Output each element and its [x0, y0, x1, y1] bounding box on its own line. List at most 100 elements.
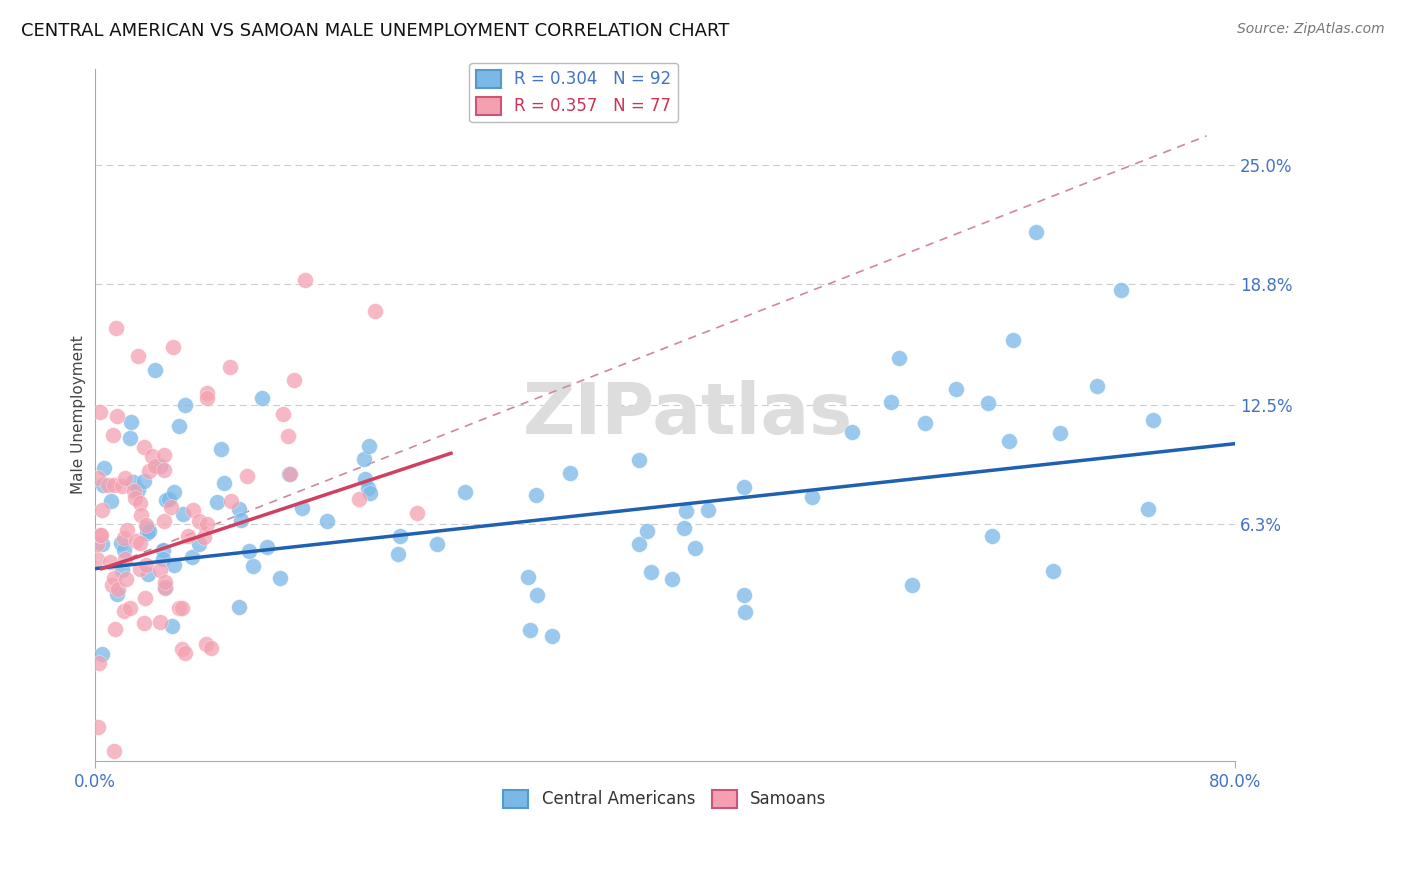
Point	[153, 448, 176, 462]
Point	[111, 563, 134, 577]
Point	[152, 543, 174, 558]
Point	[149, 615, 172, 629]
Point	[560, 467, 582, 481]
Point	[138, 524, 160, 539]
Point	[169, 601, 191, 615]
Point	[672, 520, 695, 534]
Point	[1142, 412, 1164, 426]
Point	[357, 439, 380, 453]
Point	[153, 463, 176, 477]
Point	[107, 582, 129, 597]
Point	[89, 527, 111, 541]
Point	[112, 604, 135, 618]
Point	[841, 425, 863, 439]
Point	[540, 629, 562, 643]
Point	[800, 490, 823, 504]
Point	[269, 571, 291, 585]
Point	[231, 513, 253, 527]
Point	[90, 528, 112, 542]
Point	[86, 551, 108, 566]
Point	[1024, 225, 1046, 239]
Point	[188, 537, 211, 551]
Point	[193, 530, 215, 544]
Point	[195, 385, 218, 400]
Point	[91, 503, 114, 517]
Point	[157, 491, 180, 506]
Point	[277, 429, 299, 443]
Point	[149, 563, 172, 577]
Point	[105, 587, 128, 601]
Point	[172, 642, 194, 657]
Point	[256, 540, 278, 554]
Point	[212, 475, 235, 490]
Point	[1002, 333, 1025, 347]
Point	[115, 524, 138, 538]
Point	[129, 562, 152, 576]
Point	[129, 508, 152, 522]
Point	[120, 600, 142, 615]
Point	[177, 529, 200, 543]
Point	[454, 484, 477, 499]
Point	[901, 578, 924, 592]
Point	[86, 720, 108, 734]
Point	[172, 601, 194, 615]
Point	[120, 415, 142, 429]
Point	[135, 521, 157, 535]
Point	[675, 503, 697, 517]
Point	[103, 744, 125, 758]
Point	[100, 578, 122, 592]
Text: CENTRAL AMERICAN VS SAMOAN MALE UNEMPLOYMENT CORRELATION CHART: CENTRAL AMERICAN VS SAMOAN MALE UNEMPLOY…	[21, 22, 730, 40]
Point	[387, 547, 409, 561]
Point	[733, 480, 755, 494]
Point	[112, 532, 135, 546]
Point	[135, 518, 157, 533]
Point	[980, 529, 1002, 543]
Point	[405, 506, 427, 520]
Point	[1136, 502, 1159, 516]
Point	[998, 434, 1021, 449]
Point	[163, 558, 186, 573]
Point	[134, 441, 156, 455]
Point	[122, 475, 145, 489]
Point	[977, 396, 1000, 410]
Point	[364, 303, 387, 318]
Point	[734, 606, 756, 620]
Point	[100, 494, 122, 508]
Point	[628, 453, 651, 467]
Point	[105, 409, 128, 423]
Point	[125, 533, 148, 548]
Point	[101, 428, 124, 442]
Point	[112, 543, 135, 558]
Point	[187, 514, 209, 528]
Point	[89, 657, 111, 671]
Point	[357, 481, 380, 495]
Point	[127, 483, 149, 497]
Point	[353, 451, 375, 466]
Point	[242, 558, 264, 573]
Point	[640, 565, 662, 579]
Point	[97, 478, 120, 492]
Point	[103, 571, 125, 585]
Point	[136, 567, 159, 582]
Point	[143, 362, 166, 376]
Point	[160, 619, 183, 633]
Point	[195, 391, 218, 405]
Point	[160, 500, 183, 514]
Point	[194, 637, 217, 651]
Point	[134, 591, 156, 605]
Point	[120, 431, 142, 445]
Text: Source: ZipAtlas.com: Source: ZipAtlas.com	[1237, 22, 1385, 37]
Point	[277, 467, 299, 481]
Point	[141, 450, 163, 464]
Point	[138, 464, 160, 478]
Point	[388, 529, 411, 543]
Point	[278, 467, 301, 481]
Point	[86, 537, 108, 551]
Point	[152, 514, 174, 528]
Point	[697, 502, 720, 516]
Point	[124, 491, 146, 506]
Point	[152, 552, 174, 566]
Point	[628, 537, 651, 551]
Point	[181, 503, 204, 517]
Point	[526, 488, 548, 502]
